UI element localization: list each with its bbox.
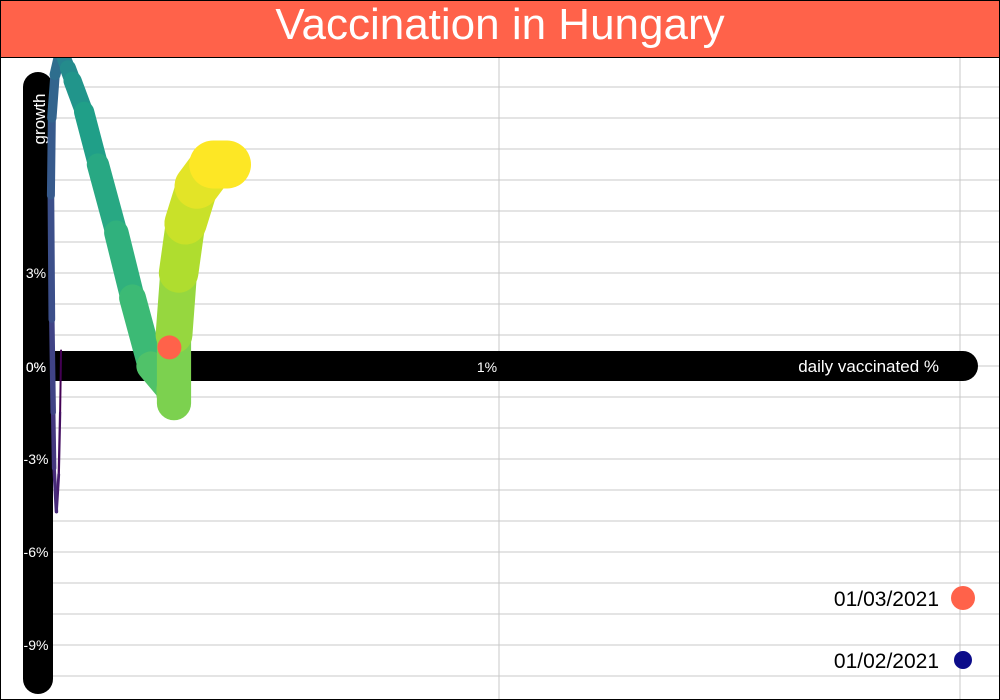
highlight-point [157, 335, 182, 360]
series-segment [50, 410, 57, 471]
legend-marker [954, 651, 972, 669]
series-segment [47, 69, 60, 123]
y-tick-label: -6% [24, 544, 49, 560]
series-segment [59, 349, 63, 414]
series-segment [57, 411, 62, 476]
y-tick-label: 0% [26, 359, 46, 375]
legend-label: 01/02/2021 [834, 650, 939, 673]
y-tick-label: -9% [24, 637, 49, 653]
series-segment [46, 114, 56, 200]
y-tick-label: 3% [26, 265, 46, 281]
x-tick-label: 1% [477, 359, 497, 375]
x-axis-label: daily vaccinated % [798, 357, 939, 376]
x-tick-label: 0% [26, 359, 46, 375]
chart-title: Vaccination in Hungary [275, 0, 725, 49]
series-segment [49, 316, 56, 416]
series-path [46, 58, 252, 514]
series-segment [49, 58, 65, 81]
title-bar [1, 1, 999, 58]
series-segment [52, 466, 59, 514]
y-tick-label: -3% [24, 451, 49, 467]
legend-marker [951, 586, 975, 610]
y-axis-label: growth [30, 93, 49, 144]
legend-label: 01/03/2021 [834, 588, 939, 611]
series-segment [47, 192, 56, 323]
